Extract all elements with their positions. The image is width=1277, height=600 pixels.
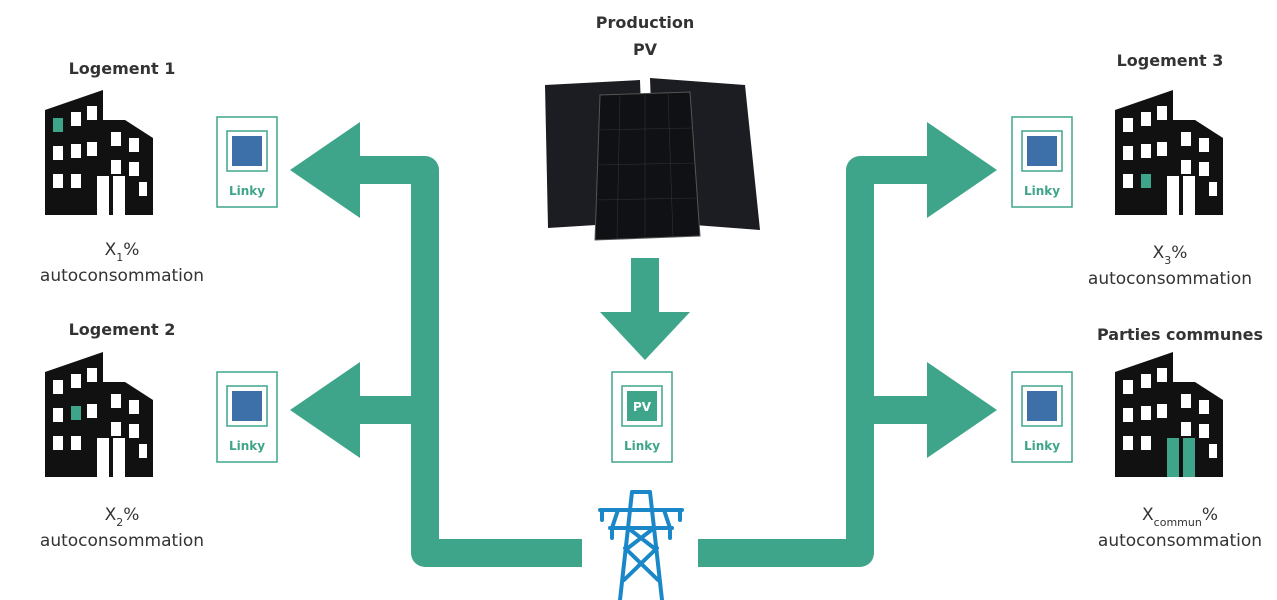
building-icon	[45, 352, 153, 477]
caption: autoconsommation	[40, 266, 204, 286]
share-unit: %	[1202, 505, 1218, 525]
meter-screen	[232, 136, 262, 166]
flows	[350, 156, 935, 567]
caption: autoconsommation	[40, 531, 204, 551]
highlight-window	[1167, 438, 1179, 477]
meter-label: Linky	[1024, 439, 1060, 453]
household-label: Parties communes	[1097, 325, 1263, 344]
share-sub: 2	[116, 516, 123, 529]
share-base: X	[105, 505, 117, 525]
share-sub: 1	[116, 251, 123, 264]
meter-label: Linky	[229, 439, 265, 453]
highlight-window	[71, 406, 81, 420]
highlight-window	[1141, 174, 1151, 188]
share: X3%	[1153, 243, 1188, 267]
share-unit: %	[1171, 243, 1187, 263]
share: X2%	[105, 505, 140, 529]
arrowheads	[290, 122, 997, 458]
share-base: X	[1153, 243, 1165, 263]
meter-screen	[1027, 136, 1057, 166]
production-title: PV	[633, 40, 658, 59]
share-base: X	[1142, 505, 1154, 525]
building-icon	[1115, 90, 1223, 215]
meter-label: Linky	[624, 439, 660, 453]
household: Parties communesLinkyXcommun%autoconsomm…	[1011, 325, 1263, 551]
pv-meter: PV Linky	[611, 371, 673, 463]
solar-panels	[545, 78, 760, 241]
share-base: X	[105, 240, 117, 260]
building-icon	[45, 90, 153, 215]
meter-label: Linky	[229, 184, 265, 198]
meter-screen	[1027, 391, 1057, 421]
caption: autoconsommation	[1088, 269, 1252, 289]
share-unit: %	[123, 505, 139, 525]
household-label: Logement 2	[69, 320, 176, 339]
share: Xcommun%	[1142, 505, 1218, 529]
pv-badge: PV	[633, 400, 652, 414]
highlight-window	[53, 118, 63, 132]
share-sub: 3	[1164, 254, 1171, 267]
pylon	[598, 490, 684, 600]
meter-label: Linky	[1024, 184, 1060, 198]
meter-screen	[232, 391, 262, 421]
share: X1%	[105, 240, 140, 264]
caption: autoconsommation	[1098, 531, 1262, 551]
household-label: Logement 3	[1117, 51, 1224, 70]
household-label: Logement 1	[69, 59, 176, 78]
highlight-window	[1183, 438, 1195, 477]
share-sub: commun	[1154, 516, 1202, 529]
production-title: Production	[596, 13, 694, 32]
share-unit: %	[123, 240, 139, 260]
